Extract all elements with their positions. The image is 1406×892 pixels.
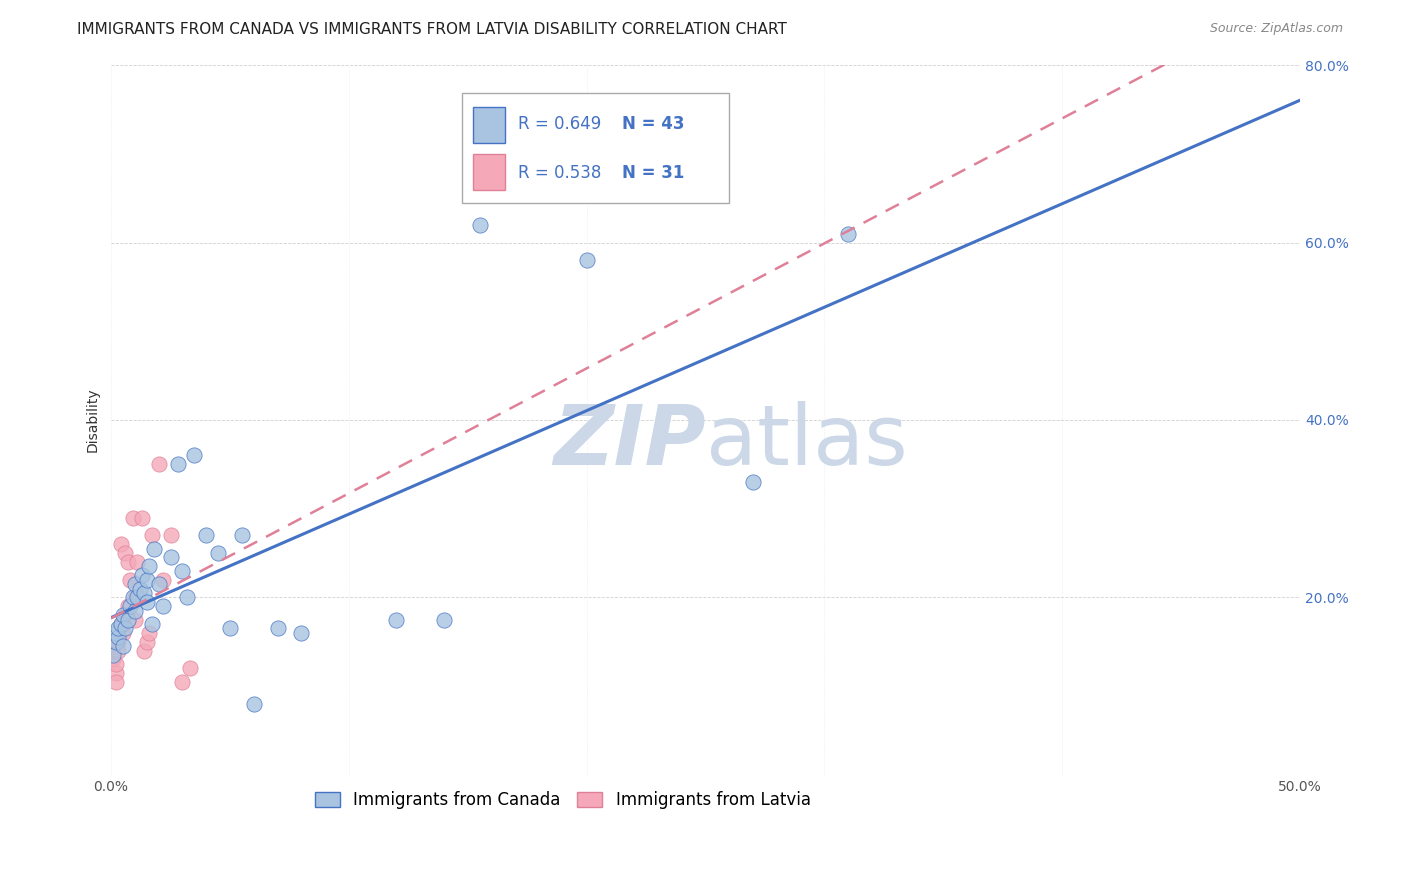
Point bbox=[159, 528, 181, 542]
Text: Source: ZipAtlas.com: Source: ZipAtlas.com bbox=[1209, 22, 1343, 36]
Point bbox=[124, 604, 146, 618]
Point bbox=[107, 622, 129, 636]
Point bbox=[131, 510, 153, 524]
Point bbox=[138, 559, 160, 574]
Point bbox=[104, 625, 127, 640]
Text: ZIP: ZIP bbox=[553, 401, 706, 482]
Point bbox=[176, 591, 198, 605]
Point bbox=[141, 617, 163, 632]
Point bbox=[837, 227, 859, 241]
Point bbox=[742, 475, 765, 489]
Point bbox=[117, 613, 139, 627]
Point bbox=[290, 625, 312, 640]
Point bbox=[134, 586, 156, 600]
Point bbox=[207, 546, 229, 560]
Point bbox=[128, 582, 150, 596]
Point bbox=[575, 253, 598, 268]
Point bbox=[172, 674, 194, 689]
Legend: Immigrants from Canada, Immigrants from Latvia: Immigrants from Canada, Immigrants from … bbox=[308, 785, 817, 816]
Point bbox=[127, 591, 149, 605]
Point bbox=[135, 595, 157, 609]
Point bbox=[166, 458, 188, 472]
Point bbox=[104, 657, 127, 671]
Text: atlas: atlas bbox=[706, 401, 907, 482]
Point bbox=[135, 634, 157, 648]
Point bbox=[110, 617, 132, 632]
Point bbox=[124, 577, 146, 591]
Point bbox=[104, 674, 127, 689]
Point bbox=[114, 546, 136, 560]
Point bbox=[121, 510, 143, 524]
Point bbox=[111, 608, 134, 623]
Point bbox=[121, 591, 143, 605]
Point bbox=[111, 617, 134, 632]
Y-axis label: Disability: Disability bbox=[86, 388, 100, 452]
Point bbox=[231, 528, 253, 542]
Point bbox=[134, 643, 156, 657]
Point bbox=[138, 625, 160, 640]
Point bbox=[104, 665, 127, 680]
Point bbox=[152, 599, 174, 614]
Point bbox=[385, 613, 408, 627]
Point bbox=[117, 555, 139, 569]
Point bbox=[111, 625, 134, 640]
Point bbox=[148, 458, 170, 472]
Point bbox=[120, 599, 142, 614]
Point bbox=[127, 555, 149, 569]
Point bbox=[433, 613, 456, 627]
Point bbox=[148, 577, 170, 591]
Point bbox=[107, 634, 129, 648]
Point bbox=[103, 652, 125, 666]
Text: IMMIGRANTS FROM CANADA VS IMMIGRANTS FROM LATVIA DISABILITY CORRELATION CHART: IMMIGRANTS FROM CANADA VS IMMIGRANTS FRO… bbox=[77, 22, 787, 37]
Point bbox=[110, 617, 132, 632]
Point bbox=[107, 643, 129, 657]
Point bbox=[141, 528, 163, 542]
Point bbox=[242, 697, 264, 711]
Point bbox=[124, 613, 146, 627]
Point bbox=[152, 573, 174, 587]
Point bbox=[468, 218, 491, 232]
Point bbox=[179, 661, 201, 675]
Point bbox=[120, 573, 142, 587]
Point bbox=[195, 528, 218, 542]
Point bbox=[114, 608, 136, 623]
Point bbox=[183, 449, 205, 463]
Point bbox=[124, 591, 146, 605]
Point bbox=[103, 648, 125, 662]
Point bbox=[219, 622, 242, 636]
Point bbox=[110, 537, 132, 551]
Point bbox=[266, 622, 288, 636]
Point bbox=[111, 639, 134, 653]
Point bbox=[172, 564, 194, 578]
Point bbox=[114, 622, 136, 636]
Point bbox=[159, 550, 181, 565]
Point bbox=[135, 573, 157, 587]
Point bbox=[117, 599, 139, 614]
Point bbox=[131, 568, 153, 582]
Point bbox=[103, 643, 125, 657]
Point bbox=[142, 541, 165, 556]
Point bbox=[107, 630, 129, 644]
Point bbox=[128, 591, 150, 605]
Point bbox=[104, 634, 127, 648]
